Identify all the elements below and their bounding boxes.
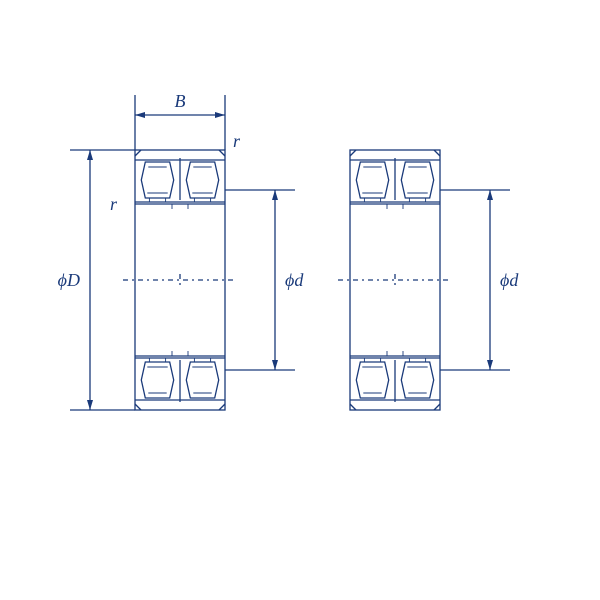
label-r-top: r [233,131,241,151]
label-r-left: r [110,194,118,214]
bearing-diagram: Br r ϕD ϕd ϕd [0,0,600,600]
label-phid-mid: ϕd [285,270,304,290]
label-B: B [175,91,186,111]
label-phid-right: ϕd [500,270,519,290]
label-phiD: ϕD [58,270,80,290]
